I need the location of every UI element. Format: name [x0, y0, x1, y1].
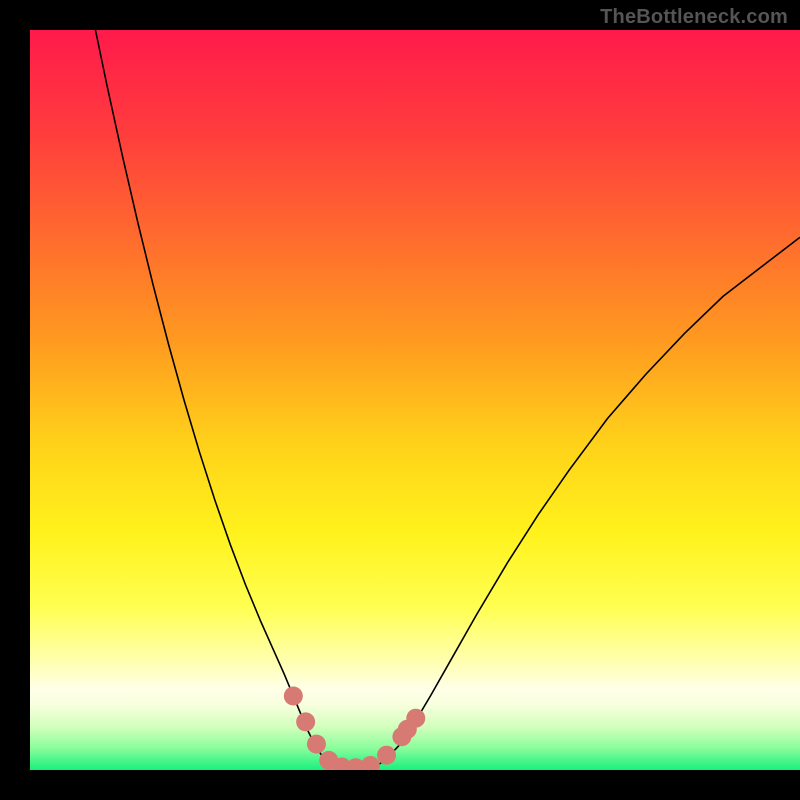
bottleneck-marker	[307, 735, 326, 754]
bottleneck-marker	[296, 712, 315, 731]
chart-plot-area	[30, 30, 800, 770]
chart-background	[30, 30, 800, 770]
bottleneck-marker	[377, 746, 396, 765]
watermark-text: TheBottleneck.com	[600, 6, 788, 29]
chart-svg	[30, 30, 800, 770]
bottleneck-marker	[284, 687, 303, 706]
bottleneck-marker	[406, 709, 425, 728]
